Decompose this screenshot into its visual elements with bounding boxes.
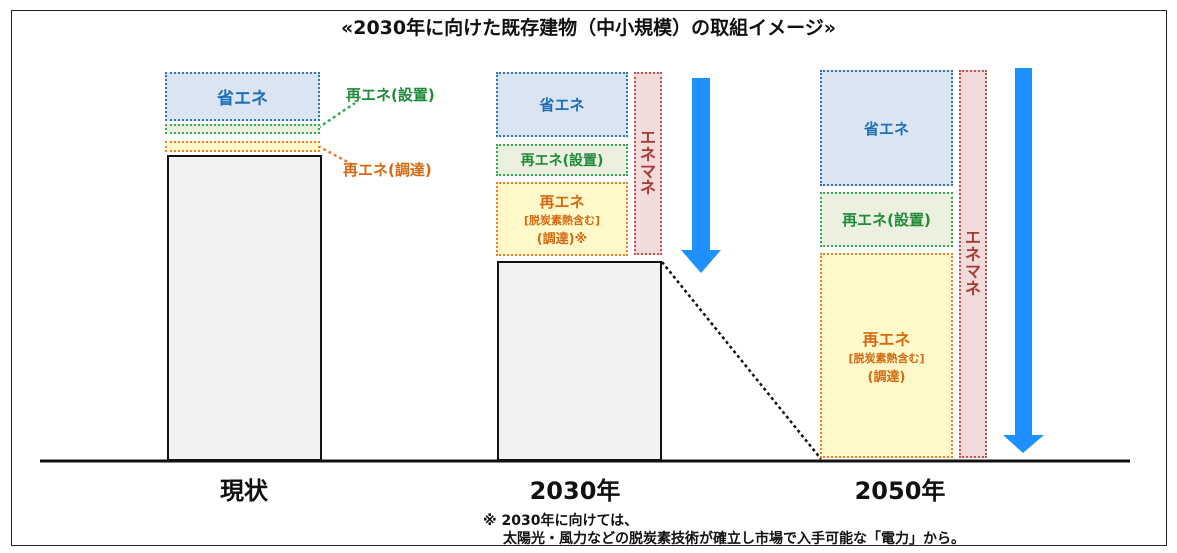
- re-decarbonized-heat-label: [脱炭素熱含む]: [523, 214, 601, 227]
- enemane-band-2030: エ ネ マ ネ: [634, 72, 662, 255]
- re-decarbonized-heat-label: [脱炭素熱含む]: [848, 352, 925, 365]
- enemane-char: ネ: [639, 144, 656, 164]
- re-procured-box-2050: 再エネ [脱炭素熱含む] (調達): [820, 253, 953, 458]
- reduction-arrow-2030: [681, 78, 721, 273]
- re-onsite-label: 再エネ(設置): [842, 211, 931, 229]
- re-onsite-box-2050: 再エネ(設置): [820, 192, 953, 247]
- re-onsite-strip-current: [165, 124, 320, 134]
- enemane-char: マ: [639, 161, 656, 181]
- leader-re-onsite: [317, 101, 356, 130]
- energy-saving-box-2030: 省エネ: [496, 72, 628, 137]
- enemane-char: マ: [964, 262, 981, 281]
- leader-re-procured: [317, 144, 356, 168]
- diagram-title: «2030年に向けた既存建物（中小規模）の取組イメージ»: [340, 17, 837, 39]
- re-onsite-box-2030: 再エネ(設置): [496, 144, 628, 176]
- category-label-2050: 2050年: [854, 477, 946, 505]
- re-procured-strip-current: [165, 141, 320, 152]
- reduction-arrow-2050: [1003, 68, 1044, 453]
- re-onsite-callout: 再エネ(設置): [346, 86, 435, 104]
- re-procured-callout: 再エネ(調達): [343, 161, 432, 179]
- enemane-band-2050: エ ネ マ ネ: [959, 70, 987, 458]
- decline-line: [661, 261, 822, 460]
- enemane-char: ネ: [964, 245, 981, 265]
- enemane-char: エ: [639, 127, 656, 147]
- category-label-2030: 2030年: [529, 477, 621, 505]
- energy-saving-box-2050: 省エネ: [820, 70, 953, 186]
- energy-saving-box-current: 省エネ: [165, 72, 320, 121]
- re-procured-box-2030: 再エネ [脱炭素熱含む] (調達)※: [496, 182, 628, 256]
- bar-current: [167, 155, 322, 461]
- enemane-char: ネ: [639, 178, 656, 198]
- enemane-char: ネ: [964, 278, 981, 298]
- re-main-label: 再エネ: [539, 193, 585, 211]
- energy-saving-label: 省エネ: [539, 96, 585, 114]
- footnote-line-2: 太陽光・風力などの脱炭素技術が確立し市場で入手可能な「電力」から。: [503, 531, 965, 547]
- re-procured-label: (調達): [867, 370, 906, 385]
- footnote-line-1: ※ 2030年に向けては、: [483, 513, 639, 529]
- category-label-current: 現状: [220, 477, 268, 505]
- re-main-label: 再エネ: [862, 330, 911, 349]
- energy-saving-label: 省エネ: [217, 89, 268, 109]
- bar-2030: [497, 261, 662, 461]
- energy-saving-label: 省エネ: [863, 119, 909, 138]
- re-onsite-label: 再エネ(設置): [520, 153, 604, 169]
- enemane-char: エ: [964, 228, 981, 248]
- re-procured-note-label: (調達)※: [536, 232, 588, 247]
